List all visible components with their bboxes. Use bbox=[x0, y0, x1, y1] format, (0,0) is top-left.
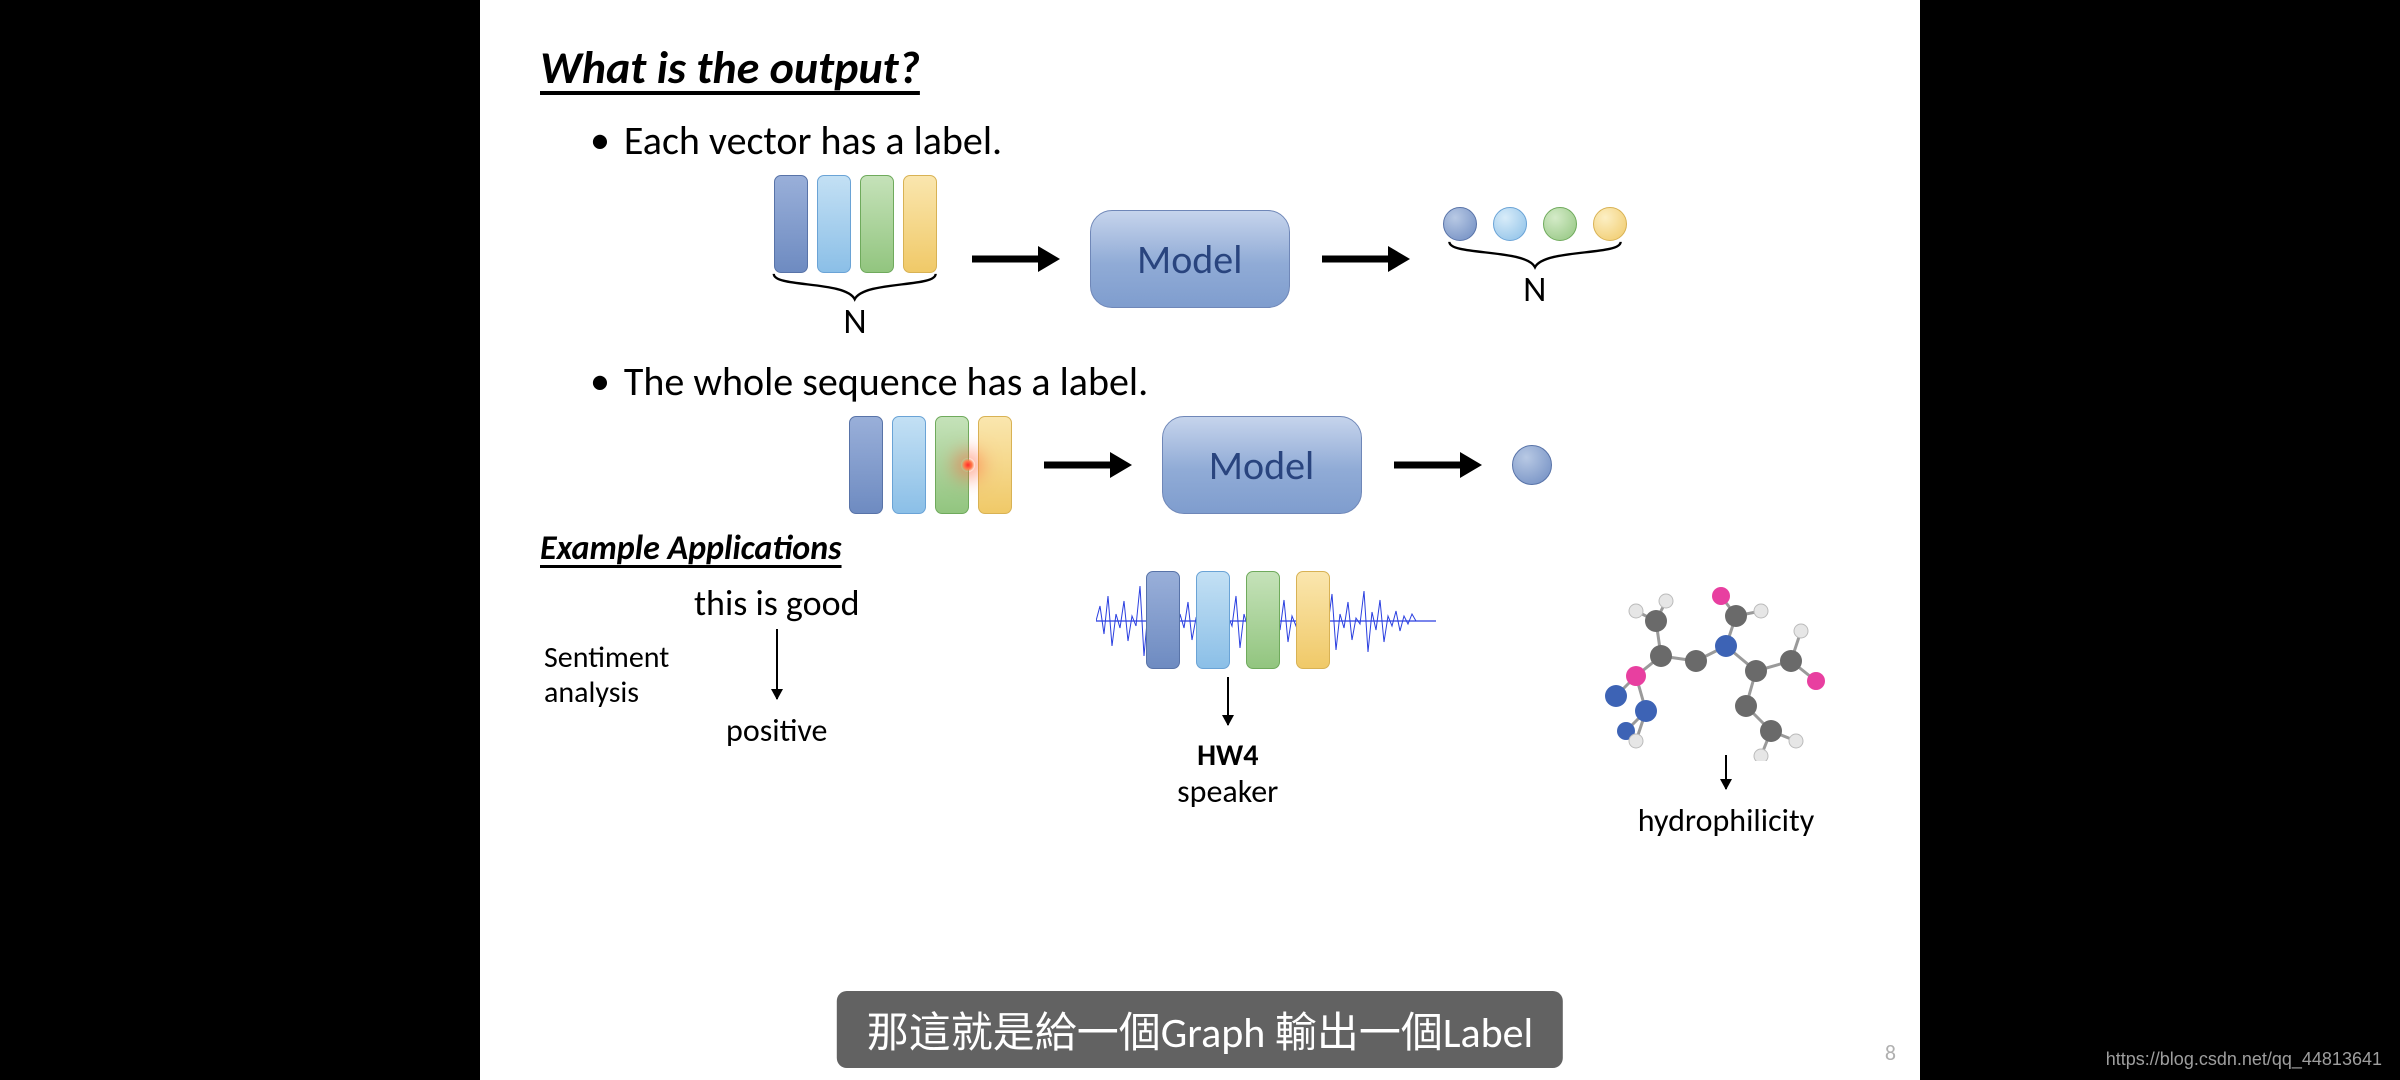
output-count-label-1: N bbox=[1523, 267, 1546, 311]
diagram-row-1: N Model N bbox=[540, 175, 1860, 343]
vector-2 bbox=[1196, 571, 1230, 669]
output-group-1: N bbox=[1440, 207, 1630, 311]
video-caption: 那這就是給一個Graph 輸出一個Label bbox=[837, 991, 1563, 1068]
arrow-down-icon bbox=[1227, 677, 1229, 725]
arrow-icon bbox=[1392, 448, 1482, 482]
output-circle bbox=[1443, 207, 1477, 241]
bullet-1-text: Each vector has a label. bbox=[624, 116, 1002, 165]
examples-row: this is good Sentiment analysis positive bbox=[540, 581, 1860, 840]
arrow-icon bbox=[1320, 242, 1410, 276]
vector-4 bbox=[903, 175, 937, 273]
vector-1 bbox=[1146, 571, 1180, 669]
arrow-icon bbox=[970, 242, 1060, 276]
bullet-2: • The whole sequence has a label. bbox=[590, 357, 1860, 406]
input-vectors-group-1: N bbox=[770, 175, 939, 343]
vector-1 bbox=[774, 175, 808, 273]
vector-3 bbox=[1246, 571, 1280, 669]
output-circle bbox=[1493, 207, 1527, 241]
bullet-2-text: The whole sequence has a label. bbox=[624, 357, 1148, 406]
output-circles-1 bbox=[1443, 207, 1627, 241]
sentiment-input-text: this is good bbox=[694, 581, 860, 625]
example-audio: HW4 speaker bbox=[1126, 571, 1330, 811]
arrow-down-icon bbox=[776, 629, 778, 699]
audio-waveform bbox=[1126, 571, 1330, 669]
input-vectors-2 bbox=[849, 416, 1012, 514]
output-circle bbox=[1543, 207, 1577, 241]
molecule-icon bbox=[1596, 581, 1856, 761]
page-number: 8 bbox=[1885, 1039, 1896, 1066]
hw4-label: HW4 bbox=[1197, 737, 1258, 774]
model-box-2: Model bbox=[1162, 416, 1362, 514]
vector-2 bbox=[892, 416, 926, 514]
bullet-dot-icon: • bbox=[590, 120, 610, 160]
sentiment-side-line1: Sentiment bbox=[544, 639, 669, 676]
input-vectors-1 bbox=[774, 175, 937, 273]
sentiment-side-line2: analysis bbox=[544, 674, 639, 711]
slide: What is the output? • Each vector has a … bbox=[480, 0, 1920, 1080]
vector-4 bbox=[978, 416, 1012, 514]
model-box-1: Model bbox=[1090, 210, 1290, 308]
input-count-label-1: N bbox=[843, 299, 866, 343]
sentiment-side-label: Sentiment analysis bbox=[544, 641, 714, 710]
sentiment-output: positive bbox=[726, 711, 827, 750]
vector-2 bbox=[817, 175, 851, 273]
examples-heading: Example Applications bbox=[540, 528, 1860, 569]
watermark-text: https://blog.csdn.net/qq_44813641 bbox=[2106, 1049, 2382, 1070]
example-graph: hydrophilicity bbox=[1596, 581, 1856, 840]
slide-title: What is the output? bbox=[540, 40, 1860, 96]
bullet-dot-icon: • bbox=[590, 361, 610, 401]
diagram-row-2: Model bbox=[540, 416, 1860, 514]
example-sentiment: this is good Sentiment analysis positive bbox=[694, 581, 860, 750]
arrow-icon bbox=[1042, 448, 1132, 482]
vector-1 bbox=[849, 416, 883, 514]
audio-output: speaker bbox=[1177, 772, 1278, 811]
laser-pointer-icon bbox=[961, 458, 975, 472]
single-output-circle bbox=[1512, 445, 1552, 485]
bullet-1: • Each vector has a label. bbox=[590, 116, 1860, 165]
graph-output: hydrophilicity bbox=[1638, 801, 1814, 840]
output-circle bbox=[1593, 207, 1627, 241]
vector-4 bbox=[1296, 571, 1330, 669]
vector-3 bbox=[860, 175, 894, 273]
arrow-down-icon bbox=[1725, 755, 1727, 789]
